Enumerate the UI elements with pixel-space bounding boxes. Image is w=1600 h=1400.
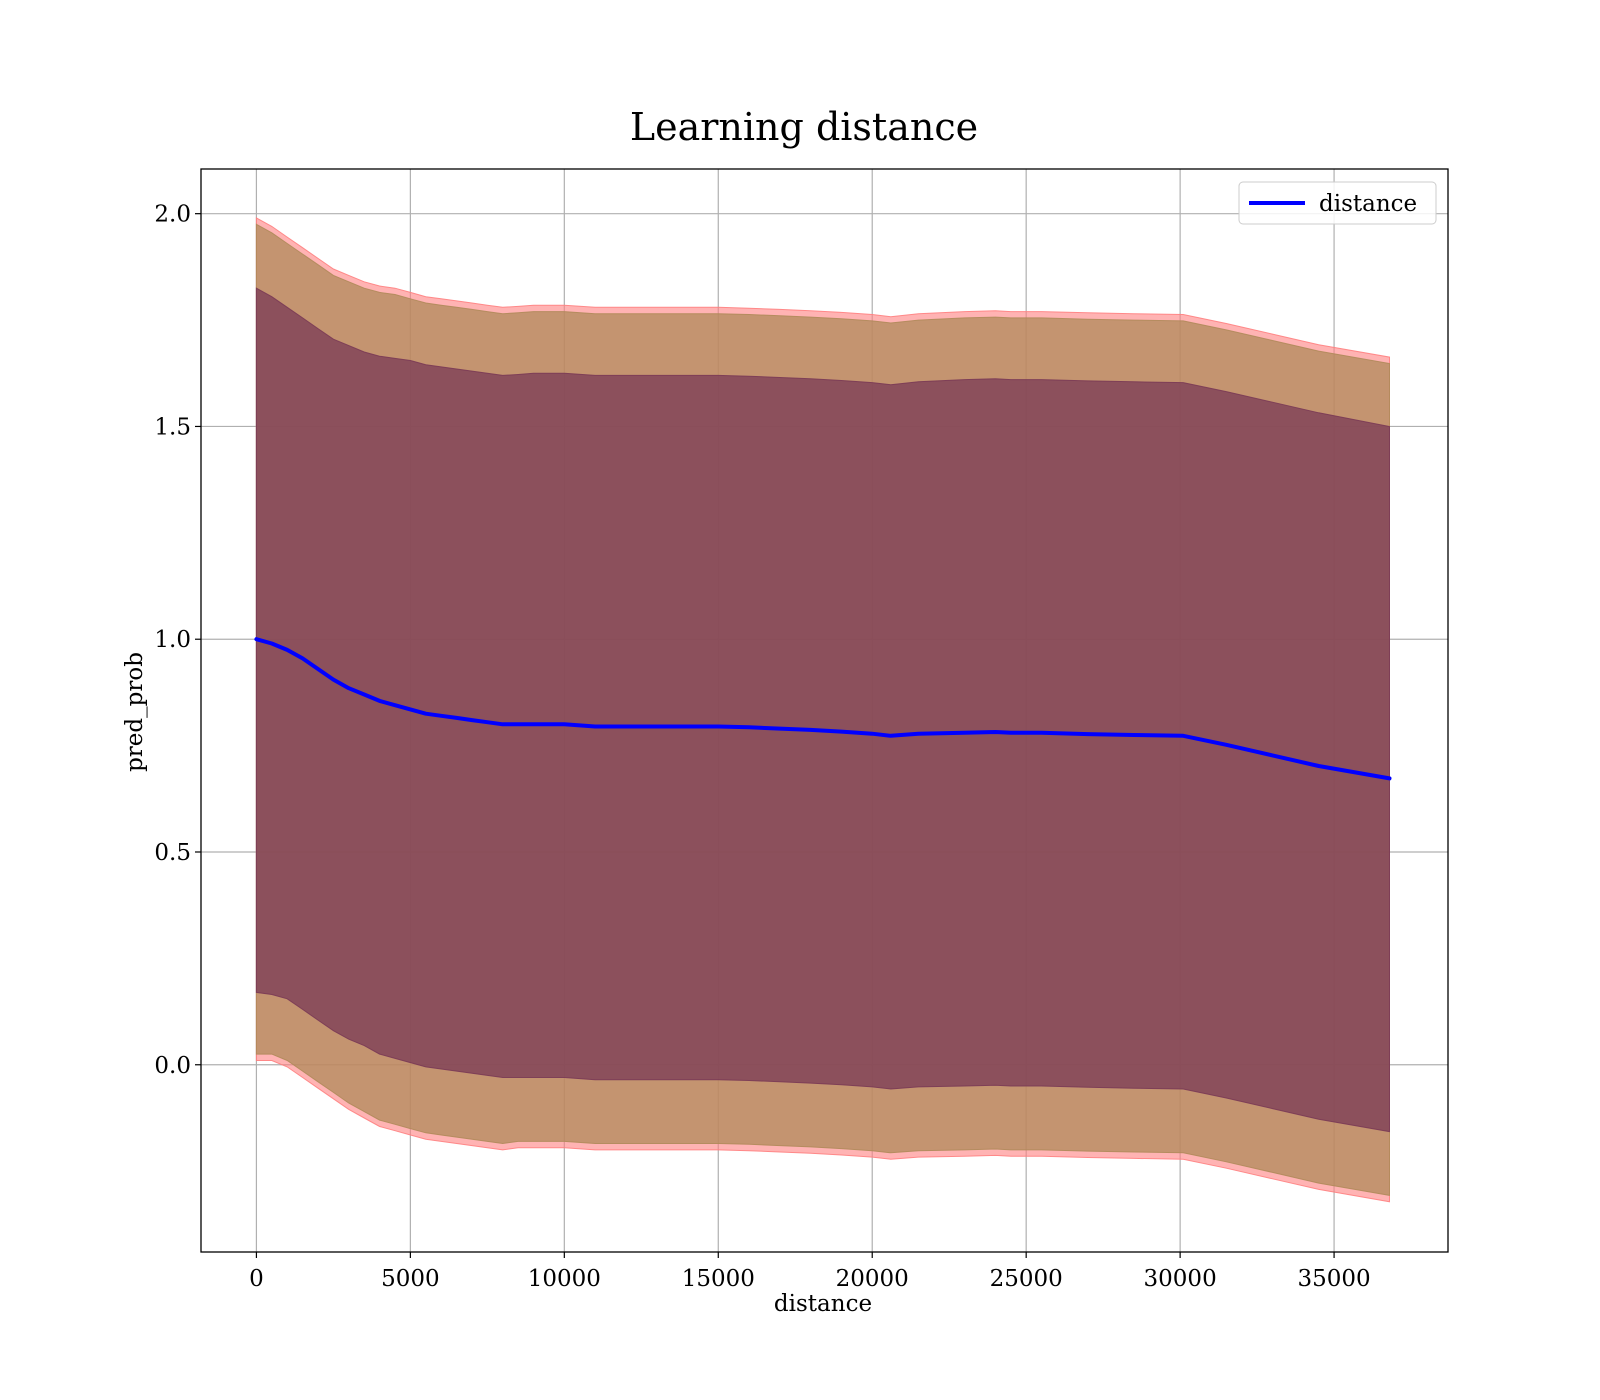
x-tick-label-2: 10000 <box>528 1266 601 1292</box>
y-tick-label-1: 0.5 <box>154 840 191 866</box>
x-tick-label-1: 5000 <box>381 1266 440 1292</box>
x-tick-label-0: 0 <box>249 1266 264 1292</box>
x-tick-label-7: 35000 <box>1297 1266 1370 1292</box>
y-tick-label-0: 0.0 <box>154 1053 191 1079</box>
series-line-0 <box>254 637 1392 781</box>
x-tick-label-3: 15000 <box>682 1266 755 1292</box>
y-tick-label-4: 2.0 <box>154 202 191 228</box>
y-axis-label: pred_prob <box>122 652 148 772</box>
chart-title: Learning distance <box>630 105 978 149</box>
plot-area: 0 5000 10000 15000 20000 25000 30000 35000 0.0 0.… <box>154 168 1449 1292</box>
x-tick-label-4: 20000 <box>836 1266 909 1292</box>
legend-box <box>1238 181 1437 225</box>
x-axis-label: distance <box>774 1291 872 1317</box>
y-tick-label-3: 1.5 <box>154 414 191 440</box>
legend-label-0: distance <box>1319 191 1417 217</box>
x-tick-label-6: 30000 <box>1144 1266 1217 1292</box>
axes-frame <box>200 168 1449 1253</box>
x-tick-label-5: 25000 <box>990 1266 1063 1292</box>
y-tick-label-2: 1.0 <box>154 627 191 653</box>
band-2 <box>255 287 1390 1133</box>
